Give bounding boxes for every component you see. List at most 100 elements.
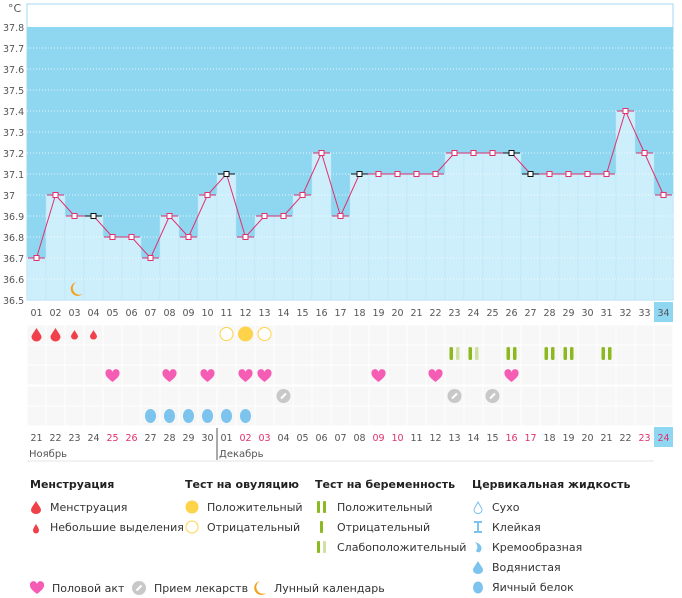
cycle-day-label: 24 [467, 308, 479, 319]
temperature-bar [653, 194, 674, 301]
pregnancy-test-bar [468, 347, 472, 360]
date-label: 02 [239, 433, 251, 444]
date-label: 11 [410, 433, 422, 444]
egg-white-fluid-icon [221, 409, 232, 423]
date-label: 19 [562, 433, 574, 444]
legend-item: Слабоположительный [337, 540, 467, 554]
ovulation-test-icon [257, 327, 272, 341]
legend-item: Клейкая [492, 520, 541, 534]
menstruation-drop-icon [31, 328, 42, 342]
date-label: 30 [201, 433, 213, 444]
date-label: 12 [429, 433, 441, 444]
cycle-day-label: 22 [429, 308, 441, 319]
date-label: 15 [486, 433, 498, 444]
y-tick-label: 37.1 [3, 170, 24, 181]
egg-white-fluid-icon [202, 409, 213, 423]
date-label: 08 [353, 433, 365, 444]
pill-stripe [451, 392, 458, 400]
date-label: 20 [581, 433, 593, 444]
cycle-day-label: 23 [448, 308, 460, 319]
temperature-point [489, 150, 496, 156]
date-label: 07 [334, 433, 346, 444]
temperature-point [660, 192, 667, 198]
date-label: 21 [30, 433, 42, 444]
date-label: 23 [68, 433, 80, 444]
moon-icon [70, 282, 83, 296]
bbt-chart: °C 36.5 36.6 36.7 36.8 36.9 37 37.1 37.2 37.3 37.4… [3, 2, 674, 462]
pregnancy-test-bar [456, 347, 460, 360]
pregnancy-test-bar [513, 347, 517, 360]
cycle-day-label: 12 [239, 308, 251, 319]
date-label: 14 [467, 433, 479, 444]
y-tick-label: 37.5 [3, 86, 24, 97]
cycle-day-label: 11 [220, 308, 232, 319]
menstruation-drop-icon [90, 330, 97, 340]
pregnancy-test-bar [570, 347, 574, 360]
temperature-point [223, 171, 230, 177]
date-label: 28 [163, 433, 175, 444]
y-tick-label: 36.5 [3, 296, 24, 307]
legend-item: Сухо [492, 500, 520, 514]
temperature-point [603, 171, 610, 177]
cycle-day-label: 30 [581, 308, 593, 319]
egg-white-fluid-icon [164, 409, 175, 423]
date-label: 06 [315, 433, 327, 444]
temperature-point [280, 213, 287, 219]
temperature-point [33, 255, 40, 261]
y-tick-label: 37.2 [3, 149, 24, 160]
pill-stripe [280, 392, 287, 400]
weak-bar-icon [317, 541, 326, 553]
cycle-day-label: 04 [87, 308, 99, 319]
temperature-point [128, 234, 135, 240]
temperature-point [394, 171, 401, 177]
cycle-day-label: 13 [258, 308, 270, 319]
legend-item: Менструация [50, 500, 128, 514]
heart-icon [371, 369, 386, 382]
temperature-bar [463, 152, 484, 301]
cycle-day-label: 27 [524, 308, 536, 319]
heart-icon [30, 581, 44, 594]
temperature-point [52, 192, 59, 198]
drop-icon [31, 501, 41, 514]
y-tick-label: 37.7 [3, 44, 24, 55]
month-label: Ноябрь [29, 449, 67, 460]
date-label: 26 [125, 433, 137, 444]
cycle-day-label: 08 [163, 308, 175, 319]
temperature-point [508, 150, 515, 156]
legend-fluid: Цервикальная жидкость Сухо Клейкая Кремо… [472, 478, 630, 597]
pregnancy-test-bar [449, 347, 453, 360]
date-label: 01 [220, 433, 232, 444]
cycle-day-label: 32 [619, 308, 631, 319]
temperature-point [204, 192, 211, 198]
pregnancy-test-bar [506, 347, 510, 360]
pregnancy-test-bar [608, 347, 612, 360]
egg-white-fluid-icon [145, 409, 156, 423]
current-date-highlight [654, 427, 673, 447]
temperature-point [546, 171, 553, 177]
temperature-point [109, 234, 116, 240]
date-label: 29 [182, 433, 194, 444]
legend-pregnancy: Тест на беременность Положительный Отриц… [315, 478, 466, 557]
cycle-day-label: 02 [49, 308, 61, 319]
pregnancy-test-bar [551, 347, 555, 360]
cycle-day-label: 28 [543, 308, 555, 319]
y-tick-label: 36.8 [3, 233, 24, 244]
sticky-icon [474, 521, 482, 533]
pregnancy-test-bar [563, 347, 567, 360]
menstruation-drop-icon [71, 330, 78, 340]
pregnancy-test-bar [544, 347, 548, 360]
cycle-day-label: 14 [277, 308, 289, 319]
date-label: 09 [372, 433, 384, 444]
temperature-bar [444, 152, 465, 301]
current-day-highlight [654, 302, 673, 322]
temperature-point [242, 234, 249, 240]
temperature-point [432, 171, 439, 177]
temperature-point [622, 108, 629, 114]
legend-menstruation: Менструация Менструация Небольшие выделе… [30, 478, 184, 537]
temperature-bar [121, 236, 142, 301]
heart-icon [257, 369, 272, 382]
y-tick-label: 36.6 [3, 275, 24, 286]
legend-item: Лунный календарь [274, 581, 385, 595]
temperature-point [185, 234, 192, 240]
y-tick-label: 36.7 [3, 254, 24, 265]
